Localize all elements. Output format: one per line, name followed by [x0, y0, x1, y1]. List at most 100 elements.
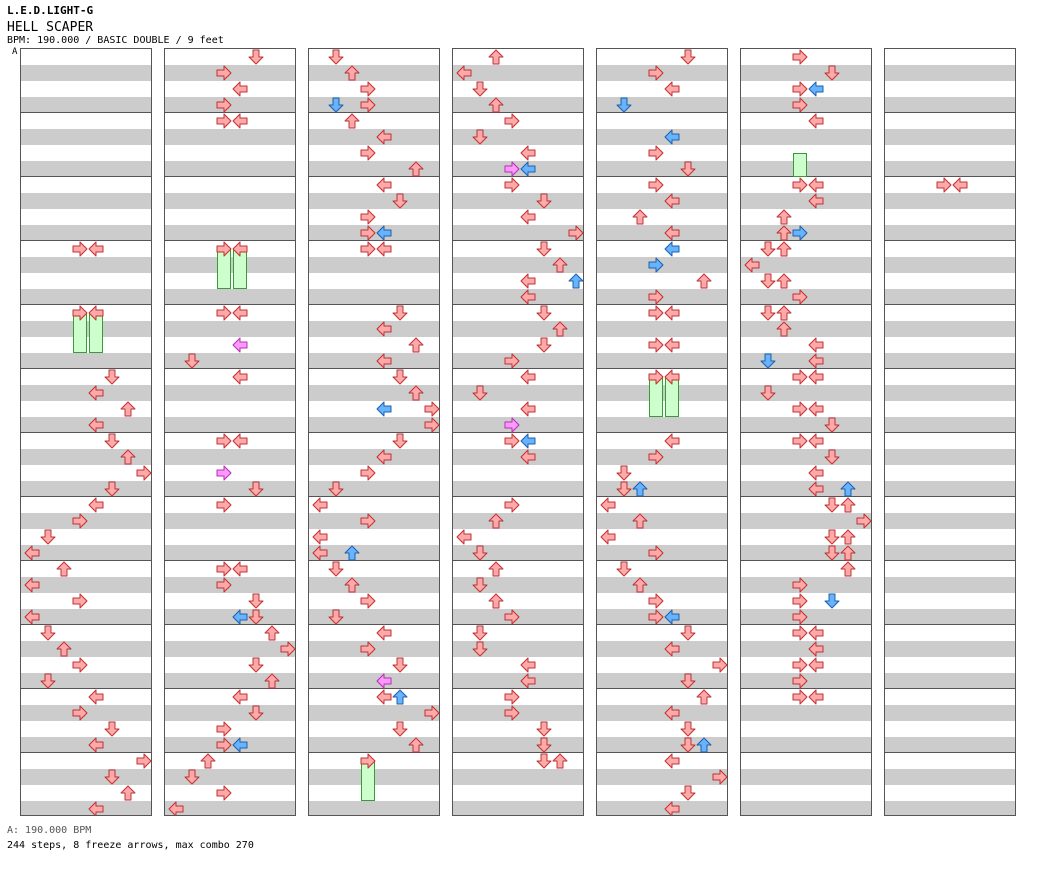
step-arrow-up-icon	[840, 529, 856, 545]
step-arrow-right-icon	[648, 305, 664, 321]
measure-line	[885, 432, 1015, 433]
step-arrow-up-icon	[488, 561, 504, 577]
step-arrow-right-icon	[216, 737, 232, 753]
step-arrow-down-icon	[680, 721, 696, 737]
step-arrow-down-icon	[40, 673, 56, 689]
step-arrow-left-icon	[664, 337, 680, 353]
step-arrow-left-icon	[232, 337, 248, 353]
step-arrow-down-icon	[536, 721, 552, 737]
step-arrow-right-icon	[216, 241, 232, 257]
step-arrow-left-icon	[520, 161, 536, 177]
step-arrow-down-icon	[536, 737, 552, 753]
step-arrow-right-icon	[360, 97, 376, 113]
step-arrow-up-icon	[488, 593, 504, 609]
measure-line	[885, 240, 1015, 241]
step-arrow-left-icon	[808, 353, 824, 369]
step-arrow-down-icon	[248, 609, 264, 625]
step-arrow-left-icon	[808, 657, 824, 673]
step-arrow-left-icon	[376, 129, 392, 145]
measure-line	[453, 496, 583, 497]
step-arrow-right-icon	[504, 689, 520, 705]
step-arrow-down-icon	[392, 369, 408, 385]
measure-line	[165, 112, 295, 113]
step-arrow-right-icon	[648, 337, 664, 353]
step-arrow-left-icon	[24, 545, 40, 561]
step-arrow-left-icon	[232, 241, 248, 257]
step-arrow-left-icon	[24, 577, 40, 593]
step-arrow-down-icon	[824, 65, 840, 81]
step-arrow-left-icon	[232, 305, 248, 321]
step-arrow-right-icon	[504, 497, 520, 513]
step-arrow-right-icon	[216, 97, 232, 113]
step-arrow-left-icon	[744, 257, 760, 273]
step-arrow-left-icon	[808, 177, 824, 193]
measure-line	[741, 496, 871, 497]
chart-column	[884, 48, 1016, 816]
song-title: HELL SCAPER	[7, 20, 94, 35]
measure-line	[453, 752, 583, 753]
step-arrow-down-icon	[40, 625, 56, 641]
step-arrow-down-icon	[472, 129, 488, 145]
step-arrow-left-icon	[376, 401, 392, 417]
step-arrow-down-icon	[472, 625, 488, 641]
measure-line	[309, 688, 439, 689]
step-arrow-left-icon	[88, 497, 104, 513]
step-arrow-left-icon	[664, 193, 680, 209]
step-arrow-left-icon	[808, 113, 824, 129]
step-arrow-up-icon	[776, 241, 792, 257]
step-arrow-up-icon	[552, 321, 568, 337]
measure-line	[453, 624, 583, 625]
measure-line	[741, 688, 871, 689]
step-arrow-left-icon	[376, 353, 392, 369]
step-arrow-left-icon	[808, 465, 824, 481]
measure-line	[453, 368, 583, 369]
chart-column	[596, 48, 728, 816]
measure-line	[885, 688, 1015, 689]
step-arrow-left-icon	[88, 241, 104, 257]
step-arrow-left-icon	[456, 529, 472, 545]
step-arrow-right-icon	[72, 705, 88, 721]
step-arrow-down-icon	[616, 481, 632, 497]
step-arrow-left-icon	[520, 145, 536, 161]
step-arrow-right-icon	[360, 513, 376, 529]
freeze-arrow	[793, 153, 807, 177]
step-arrow-down-icon	[760, 353, 776, 369]
measure-line	[741, 752, 871, 753]
step-arrow-left-icon	[520, 657, 536, 673]
step-arrow-down-icon	[328, 481, 344, 497]
step-arrow-up-icon	[776, 305, 792, 321]
step-arrow-right-icon	[360, 145, 376, 161]
step-arrow-down-icon	[616, 561, 632, 577]
step-arrow-down-icon	[760, 305, 776, 321]
step-arrow-up-icon	[344, 577, 360, 593]
measure-line	[309, 624, 439, 625]
measure-line	[309, 240, 439, 241]
measure-line	[597, 624, 727, 625]
step-arrow-down-icon	[680, 737, 696, 753]
step-arrow-left-icon	[520, 369, 536, 385]
step-arrow-right-icon	[504, 177, 520, 193]
measure-line	[21, 560, 151, 561]
step-arrow-right-icon	[360, 81, 376, 97]
step-arrow-left-icon	[520, 673, 536, 689]
measure-line	[21, 176, 151, 177]
step-arrow-left-icon	[808, 193, 824, 209]
step-arrow-up-icon	[264, 673, 280, 689]
step-arrow-right-icon	[216, 65, 232, 81]
step-arrow-right-icon	[72, 657, 88, 673]
step-arrow-down-icon	[824, 593, 840, 609]
step-arrow-left-icon	[232, 561, 248, 577]
step-arrow-left-icon	[808, 337, 824, 353]
chart-stats: 244 steps, 8 freeze arrows, max combo 27…	[7, 840, 254, 851]
step-arrow-right-icon	[792, 97, 808, 113]
step-arrow-right-icon	[792, 609, 808, 625]
step-arrow-left-icon	[88, 801, 104, 815]
step-arrow-up-icon	[776, 225, 792, 241]
step-arrow-right-icon	[216, 305, 232, 321]
step-arrow-right-icon	[136, 465, 151, 481]
step-arrow-right-icon	[792, 689, 808, 705]
step-arrow-right-icon	[504, 609, 520, 625]
step-arrow-left-icon	[312, 529, 328, 545]
step-arrow-down-icon	[392, 193, 408, 209]
step-arrow-right-icon	[648, 177, 664, 193]
